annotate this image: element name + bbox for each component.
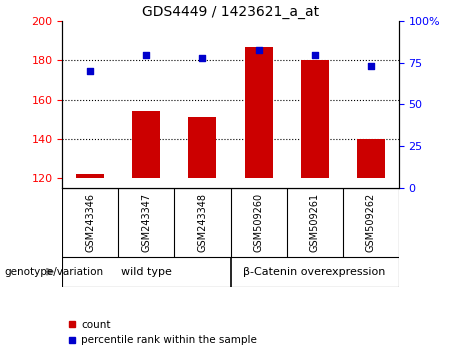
Text: β-Catenin overexpression: β-Catenin overexpression — [243, 267, 386, 277]
Point — [367, 63, 374, 69]
Title: GDS4449 / 1423621_a_at: GDS4449 / 1423621_a_at — [142, 5, 319, 19]
Bar — [189, 117, 217, 178]
Text: GSM509260: GSM509260 — [254, 193, 264, 252]
Text: GSM509261: GSM509261 — [310, 193, 319, 252]
Point — [199, 55, 206, 61]
Text: wild type: wild type — [121, 267, 172, 277]
Point — [87, 68, 94, 74]
Text: GSM509262: GSM509262 — [366, 193, 376, 252]
Text: GSM243346: GSM243346 — [85, 193, 95, 252]
Point — [142, 52, 150, 57]
Text: genotype/variation: genotype/variation — [5, 267, 104, 277]
Bar — [76, 174, 104, 178]
Point — [255, 47, 262, 52]
Bar — [132, 111, 160, 178]
Text: GSM243347: GSM243347 — [142, 193, 151, 252]
Bar — [244, 47, 272, 178]
Legend: count, percentile rank within the sample: count, percentile rank within the sample — [67, 320, 257, 345]
Point — [311, 52, 318, 57]
Bar — [301, 61, 329, 178]
Text: GSM243348: GSM243348 — [197, 193, 207, 252]
Bar — [357, 139, 385, 178]
